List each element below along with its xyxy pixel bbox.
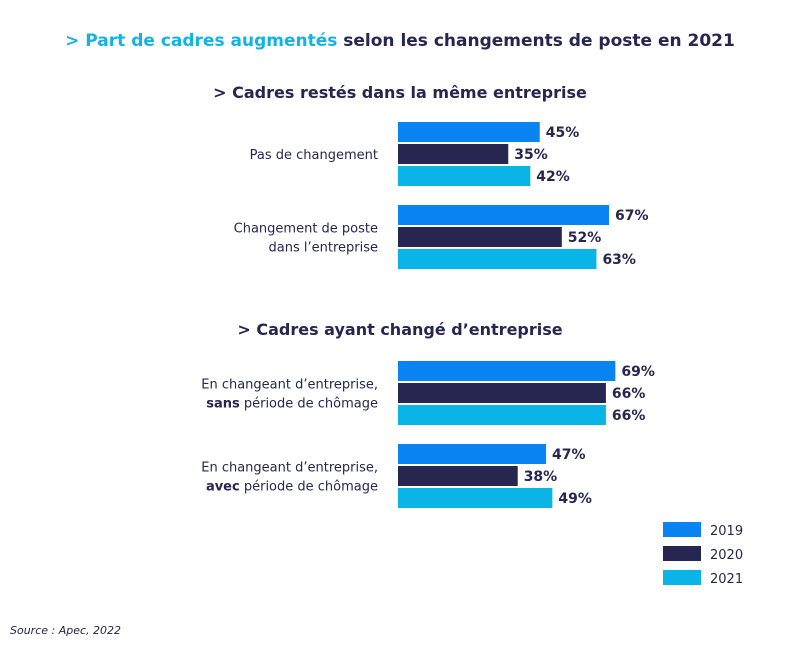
bar-2021 [398,166,531,186]
data-label-2019: 45% [546,125,580,141]
category-label-text: dans l’entreprise [269,241,378,256]
data-label-2020: 66% [612,386,646,402]
category-label-text: En changeant d’entreprise, [201,378,378,393]
bar-2020 [398,383,606,403]
bar-2021 [398,249,597,269]
bar-2019 [398,205,610,225]
section-title: > Cadres ayant changé d’entreprise [237,320,562,339]
category-label-text: période de chômage [240,480,378,495]
data-label-2021: 66% [612,408,646,424]
legend: 2019 2020 2021 [663,522,743,587]
legend-swatch-2020 [663,546,701,561]
chart-title-accent: > Part de cadres augmentés [65,31,337,51]
data-label-2020: 52% [568,230,602,246]
data-label-2021: 63% [602,252,636,268]
chart-title-rest: selon les changements de poste en 2021 [337,31,734,51]
data-label-2020: 35% [514,147,548,163]
legend-label-2019: 2019 [710,524,743,539]
category-label-text: Changement de poste [234,222,378,237]
legend-swatch-2019 [663,522,701,537]
source-note: Source : Apec, 2022 [10,624,121,637]
bar-2020 [398,144,509,164]
category-label: Changement de poste dans l’entreprise [234,222,378,256]
chart-title: > Part de cadres augmentés selon les cha… [65,31,735,51]
data-label-2019: 47% [552,447,586,463]
legend-label-2021: 2021 [710,572,743,587]
legend-label-2020: 2020 [710,548,743,563]
data-label-2019: 69% [621,364,655,380]
category-label-text: avec [206,480,240,495]
data-label-2021: 42% [536,169,570,185]
category-label-text: Pas de changement [250,148,378,163]
category-label-text: sans [206,397,240,412]
legend-swatch-2021 [663,570,701,585]
category-label: Pas de changement [250,148,378,163]
bar-2021 [398,405,606,425]
plot-area: > Cadres restés dans la même entreprise P… [201,83,655,508]
bar-2020 [398,466,518,486]
data-label-2019: 67% [615,208,649,224]
bar-2019 [398,361,616,381]
bar-2021 [398,488,553,508]
category-label: En changeant d’entreprise, sans période d… [201,378,378,412]
category-label-text: période de chômage [240,397,378,412]
data-label-2020: 38% [524,469,558,485]
section-title: > Cadres restés dans la même entreprise [213,83,587,102]
bar-2020 [398,227,562,247]
bar-2019 [398,122,540,142]
data-label-2021: 49% [558,491,592,507]
bar-2019 [398,444,547,464]
category-label: En changeant d’entreprise, avec période d… [201,461,378,495]
category-label-text: En changeant d’entreprise, [201,461,378,476]
